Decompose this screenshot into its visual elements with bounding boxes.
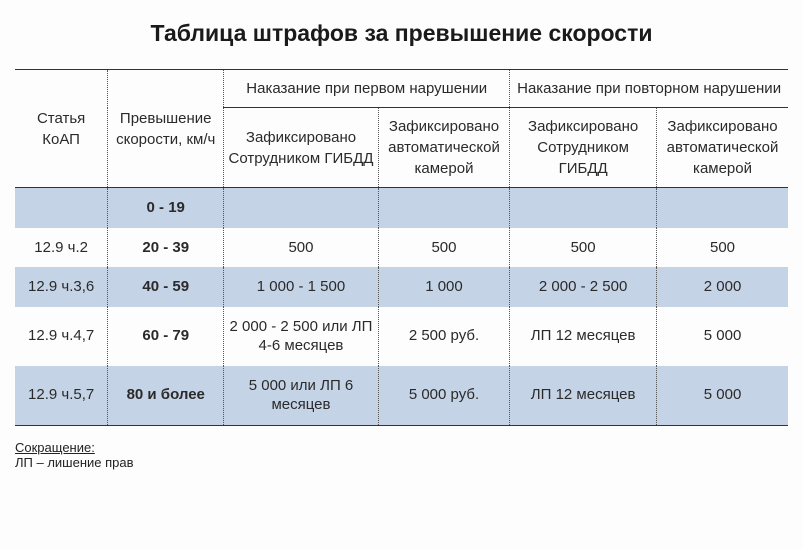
cell-first_camera: 500 (378, 228, 509, 268)
cell-repeat_camera: 500 (657, 228, 788, 268)
table-row: 12.9 ч.4,760 - 792 000 - 2 500 или ЛП 4-… (15, 307, 788, 366)
cell-excess: 80 и более (108, 366, 224, 426)
cell-excess: 40 - 59 (108, 267, 224, 307)
cell-excess: 60 - 79 (108, 307, 224, 366)
th-first-offense: Наказание при первом нарушении (224, 70, 510, 108)
cell-article: 12.9 ч.5,7 (15, 366, 108, 426)
cell-article: 12.9 ч.2 (15, 228, 108, 268)
table-row: 0 - 19 (15, 188, 788, 228)
fines-tbody: 0 - 1912.9 ч.220 - 3950050050050012.9 ч.… (15, 188, 788, 426)
th-repeat-officer: Зафиксировано Сотрудником ГИБДД (510, 108, 657, 188)
fines-table: Статья КоАП Превышение скорости, км/ч На… (15, 69, 788, 426)
th-first-officer: Зафиксировано Сотрудником ГИБДД (224, 108, 379, 188)
cell-first_officer: 1 000 - 1 500 (224, 267, 379, 307)
th-repeat-offense: Наказание при повторном нарушении (510, 70, 788, 108)
footnote-label: Сокращение: (15, 440, 95, 455)
cell-repeat_officer: 2 000 - 2 500 (510, 267, 657, 307)
cell-excess: 20 - 39 (108, 228, 224, 268)
cell-first_camera: 5 000 руб. (378, 366, 509, 426)
cell-first_camera: 2 500 руб. (378, 307, 509, 366)
cell-first_camera (378, 188, 509, 228)
cell-first_officer: 2 000 - 2 500 или ЛП 4-6 месяцев (224, 307, 379, 366)
cell-repeat_camera: 2 000 (657, 267, 788, 307)
cell-first_camera: 1 000 (378, 267, 509, 307)
cell-excess: 0 - 19 (108, 188, 224, 228)
th-repeat-camera: Зафиксировано автоматической камерой (657, 108, 788, 188)
table-row: 12.9 ч.3,640 - 591 000 - 1 5001 0002 000… (15, 267, 788, 307)
cell-first_officer (224, 188, 379, 228)
cell-repeat_officer: 500 (510, 228, 657, 268)
cell-article: 12.9 ч.3,6 (15, 267, 108, 307)
table-row: 12.9 ч.5,780 и более5 000 или ЛП 6 месяц… (15, 366, 788, 426)
cell-repeat_camera: 5 000 (657, 366, 788, 426)
footnote-text: ЛП – лишение прав (15, 455, 134, 470)
footnote: Сокращение: ЛП – лишение прав (15, 440, 788, 470)
cell-first_officer: 5 000 или ЛП 6 месяцев (224, 366, 379, 426)
cell-first_officer: 500 (224, 228, 379, 268)
page-title: Таблица штрафов за превышение скорости (15, 20, 788, 47)
th-article: Статья КоАП (15, 70, 108, 188)
cell-repeat_camera: 5 000 (657, 307, 788, 366)
cell-article (15, 188, 108, 228)
cell-repeat_camera (657, 188, 788, 228)
cell-repeat_officer: ЛП 12 месяцев (510, 307, 657, 366)
th-excess: Превышение скорости, км/ч (108, 70, 224, 188)
cell-article: 12.9 ч.4,7 (15, 307, 108, 366)
th-first-camera: Зафиксировано автоматической камерой (378, 108, 509, 188)
cell-repeat_officer (510, 188, 657, 228)
table-row: 12.9 ч.220 - 39500500500500 (15, 228, 788, 268)
cell-repeat_officer: ЛП 12 месяцев (510, 366, 657, 426)
